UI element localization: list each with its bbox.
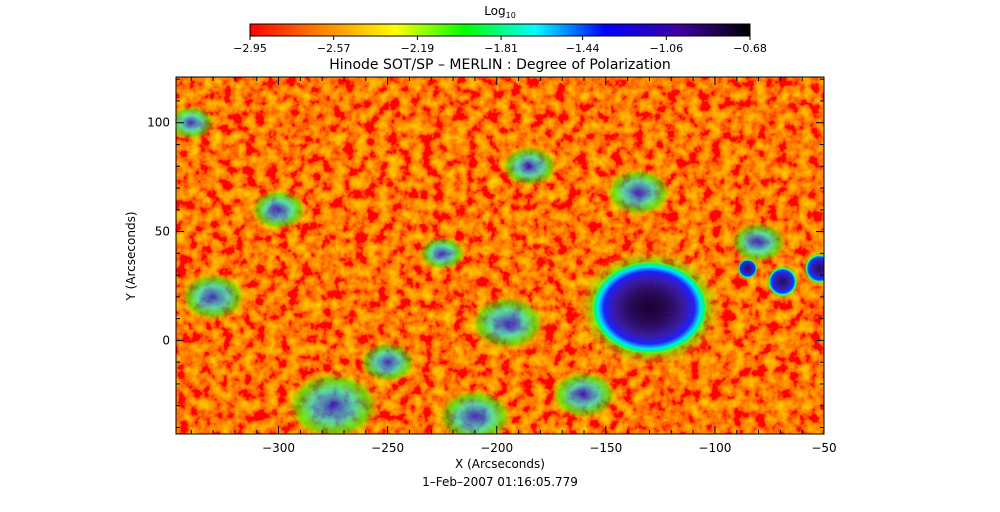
y-tick-label: 100 — [147, 116, 170, 130]
x-tick-label: −100 — [698, 441, 731, 455]
colorbar-tick-label: −2.95 — [233, 42, 267, 55]
x-tick-label: −200 — [480, 441, 513, 455]
y-tick-label: 50 — [155, 225, 170, 239]
y-axis-label: Y (Arcseconds) — [124, 211, 138, 301]
colorbar-tick-label: −1.44 — [566, 42, 600, 55]
colorbar-tick-label: −2.19 — [401, 42, 435, 55]
colorbar-label: Log10 — [484, 4, 516, 20]
colorbar: Log10 −2.95 −2.57 −2.19 −1.81 −1.44 −1.06 −0.6… — [233, 4, 767, 55]
x-axis-label: X (Arcseconds) — [455, 457, 545, 471]
x-tick-label: −150 — [589, 441, 622, 455]
colorbar-tick-label: −1.81 — [484, 42, 518, 55]
colorbar-tick-label: −0.68 — [733, 42, 767, 55]
y-axis: 0 50 100 — [147, 78, 824, 428]
chart-title: Hinode SOT/SP – MERLIN : Degree of Polar… — [329, 57, 671, 73]
x-tick-label: −300 — [262, 441, 295, 455]
heatmap-image — [176, 77, 824, 434]
colorbar-ticks: −2.95 −2.57 −2.19 −1.81 −1.44 −1.06 −0.68 — [233, 36, 767, 55]
plot-frame — [175, 76, 825, 435]
x-tick-label: −50 — [811, 441, 836, 455]
colorbar-strip — [249, 23, 751, 37]
x-tick-label: −250 — [371, 441, 404, 455]
timestamp: 1–Feb–2007 01:16:05.779 — [422, 475, 578, 489]
colorbar-tick-label: −1.06 — [649, 42, 683, 55]
y-tick-label: 0 — [162, 333, 170, 347]
colorbar-tick-label: −2.57 — [317, 42, 351, 55]
x-axis: −300 −250 −200 −150 −100 −50 — [190, 77, 837, 455]
